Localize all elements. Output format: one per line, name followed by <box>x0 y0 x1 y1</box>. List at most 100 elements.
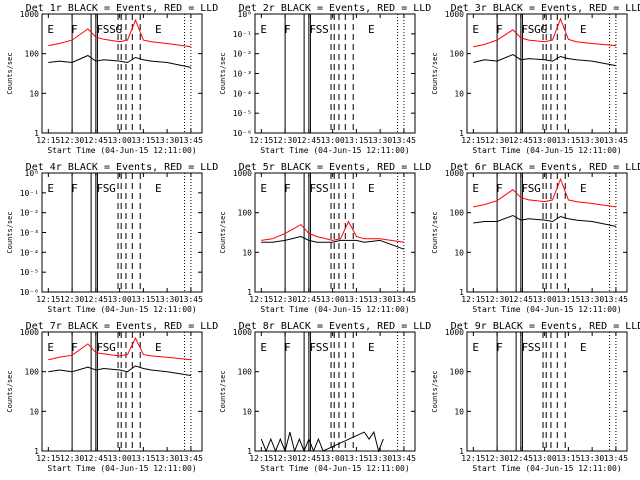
x-tick-label: 13:15 <box>131 136 155 145</box>
x-tick-label: 13:30 <box>580 295 604 304</box>
y-tick-label: 10⁻³ <box>20 229 39 238</box>
x-tick-label: 13:00 <box>321 136 345 145</box>
chart-panel-4r: Det 4r BLACK = Events, RED = LLD Counts/s… <box>6 162 218 314</box>
series-events <box>473 54 616 67</box>
chart-title: Det 4r BLACK = Events, RED = LLD <box>26 162 219 173</box>
x-tick-label: 12:45 <box>509 454 533 463</box>
event-marker: E <box>368 341 375 354</box>
event-marker: S <box>528 182 535 195</box>
y-tick-label: 10⁻⁵ <box>20 268 39 277</box>
x-tick-label: 12:30 <box>60 454 84 463</box>
event-marker: F <box>96 23 103 36</box>
chart-panel-3r: Det 3r BLACK = Events, RED = LLD Counts/s… <box>431 3 640 155</box>
plot-frame <box>254 331 416 452</box>
chart-panel-6r: Det 6r BLACK = Events, RED = LLD Counts/s… <box>431 162 640 314</box>
x-tick-label: 13:15 <box>344 454 368 463</box>
x-tick-label: 13:00 <box>108 295 132 304</box>
x-tick-label: 13:30 <box>580 136 604 145</box>
event-marker: F <box>496 182 503 195</box>
chart-xlabel: Start Time (04-Jun-15 12:11:00) <box>260 305 409 314</box>
x-tick-label: 13:15 <box>131 454 155 463</box>
x-tick-label: 12:45 <box>84 136 108 145</box>
chart-xlabel: Start Time (04-Jun-15 12:11:00) <box>472 305 621 314</box>
plot-frame <box>466 331 628 452</box>
x-tick-label: 12:15 <box>249 136 273 145</box>
x-tick-label: 12:15 <box>461 295 485 304</box>
event-marker: E <box>368 23 375 36</box>
plot-frame <box>466 172 628 293</box>
event-marker: F <box>521 182 528 195</box>
series-lld <box>261 220 404 243</box>
x-tick-label: 13:45 <box>392 295 416 304</box>
event-marker: F <box>71 341 78 354</box>
event-marker: S <box>322 182 329 195</box>
event-marker: S <box>316 23 323 36</box>
event-marker: E <box>368 182 375 195</box>
x-tick-label: 12:15 <box>36 136 60 145</box>
x-tick-label: 13:30 <box>155 136 179 145</box>
x-tick-label: 13:15 <box>344 295 368 304</box>
event-marker: F <box>309 341 316 354</box>
x-tick-label: 12:15 <box>36 454 60 463</box>
chart-ylabel: Counts/sec <box>431 211 439 253</box>
y-tick-label: 10⁻⁴ <box>233 89 252 98</box>
event-marker: S <box>528 23 535 36</box>
event-marker: S <box>103 182 110 195</box>
x-tick-label: 13:30 <box>368 295 392 304</box>
x-tick-label: 13:45 <box>604 454 628 463</box>
event-marker: S <box>322 23 329 36</box>
event-marker: E <box>580 182 587 195</box>
x-tick-label: 12:30 <box>60 295 84 304</box>
y-tick-label: 10 <box>454 89 464 98</box>
x-tick-label: 12:30 <box>485 136 509 145</box>
chart-xlabel: Start Time (04-Jun-15 12:11:00) <box>472 464 621 473</box>
y-tick-label: 100 <box>450 368 465 377</box>
event-marker: F <box>496 341 503 354</box>
event-marker: E <box>47 341 54 354</box>
y-tick-label: 10⁻¹ <box>20 189 39 198</box>
y-tick-label: 10 <box>29 89 39 98</box>
chart-title: Det 2r BLACK = Events, RED = LLD <box>239 3 432 14</box>
y-tick-label: 100 <box>238 368 253 377</box>
x-tick-label: 12:45 <box>297 295 321 304</box>
y-tick-label: 1 <box>459 288 464 297</box>
y-tick-label: 1000 <box>233 328 252 337</box>
chart-xlabel: Start Time (04-Jun-15 12:11:00) <box>260 464 409 473</box>
chart-ylabel: Counts/sec <box>219 370 227 412</box>
x-tick-label: 12:45 <box>84 454 108 463</box>
x-tick-label: 13:00 <box>321 295 345 304</box>
x-tick-label: 12:15 <box>461 454 485 463</box>
series-events <box>473 214 617 227</box>
x-tick-label: 12:45 <box>84 295 108 304</box>
event-marker: F <box>284 182 291 195</box>
event-marker: S <box>534 341 541 354</box>
event-marker: S <box>109 23 116 36</box>
x-tick-label: 12:30 <box>60 136 84 145</box>
y-tick-label: 1000 <box>445 10 464 19</box>
event-marker: G <box>534 23 541 36</box>
chart-panel-5r: Det 5r BLACK = Events, RED = LLD Counts/s… <box>219 162 431 314</box>
x-tick-label: 12:45 <box>297 136 321 145</box>
chart-title: Det 9r BLACK = Events, RED = LLD <box>451 321 640 332</box>
x-tick-label: 13:30 <box>368 136 392 145</box>
event-marker: G <box>109 182 116 195</box>
event-marker: S <box>316 182 323 195</box>
chart-title: Det 7r BLACK = Events, RED = LLD <box>26 321 219 332</box>
y-tick-label: 10⁰ <box>238 10 252 19</box>
y-tick-label: 10⁰ <box>25 169 39 178</box>
x-tick-label: 12:30 <box>485 295 509 304</box>
plot-frame <box>41 13 203 134</box>
event-marker: F <box>96 182 103 195</box>
x-tick-label: 12:15 <box>249 454 273 463</box>
x-tick-label: 13:00 <box>533 454 557 463</box>
y-tick-label: 1000 <box>445 328 464 337</box>
x-tick-label: 13:45 <box>392 136 416 145</box>
chart-ylabel: Counts/sec <box>219 52 227 94</box>
plot-frame <box>254 13 416 134</box>
event-marker: F <box>496 23 503 36</box>
y-tick-label: 1000 <box>20 10 39 19</box>
chart-title: Det 8r BLACK = Events, RED = LLD <box>239 321 432 332</box>
chart-xlabel: Start Time (04-Jun-15 12:11:00) <box>260 146 409 155</box>
x-tick-label: 13:00 <box>321 454 345 463</box>
